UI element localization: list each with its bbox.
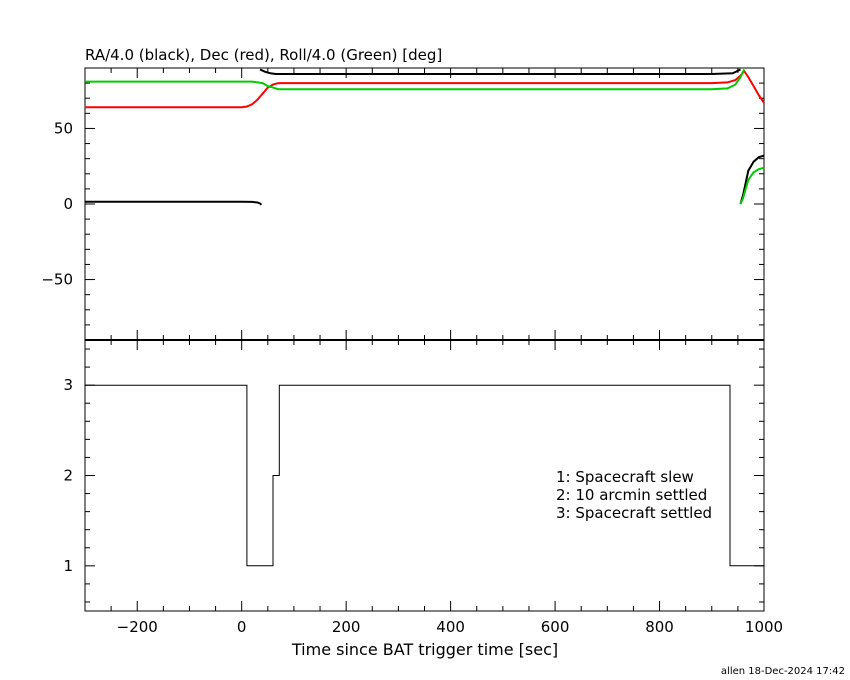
top-x-ticks xyxy=(84,68,765,340)
x-tick-label: 600 xyxy=(541,618,570,636)
series-line-roll-4-0 xyxy=(739,166,765,205)
legend-line-3: 3: Spacecraft settled xyxy=(556,504,712,522)
x-tick-label: 800 xyxy=(645,618,674,636)
bottom-y-tick-label: 3 xyxy=(63,376,73,394)
x-axis-label: Time since BAT trigger time [sec] xyxy=(291,640,558,659)
series-line-ra-4-0 xyxy=(85,200,263,206)
series-line-roll-4-0 xyxy=(85,69,746,91)
top-panel-frame xyxy=(84,67,765,341)
x-tick-label: −200 xyxy=(117,618,158,636)
x-tick-label: 1000 xyxy=(745,618,783,636)
settle-status-line xyxy=(85,384,764,567)
footer-timestamp: allen 18-Dec-2024 17:42 xyxy=(721,666,845,677)
series-line-dec xyxy=(85,69,765,109)
x-tick-label: 200 xyxy=(332,618,361,636)
top-y-tick-label: −50 xyxy=(41,271,73,289)
bottom-series-group xyxy=(85,384,764,567)
x-tick-label: 400 xyxy=(436,618,465,636)
x-tick-label: 0 xyxy=(237,618,247,636)
bottom-x-axis: −200 0 200 400 600 800 1000 xyxy=(84,340,783,636)
top-y-axis: 50 0 −50 xyxy=(41,67,764,341)
top-y-tick-label: 50 xyxy=(54,119,73,137)
legend-line-2: 2: 10 arcmin settled xyxy=(556,486,707,504)
bottom-y-tick-label: 2 xyxy=(63,467,73,485)
bottom-y-tick-label: 1 xyxy=(63,557,73,575)
top-y-tick-label: 0 xyxy=(63,195,73,213)
top-series-group xyxy=(85,68,765,206)
top-panel-title: RA/4.0 (black), Dec (red), Roll/4.0 (Gre… xyxy=(85,46,442,64)
legend-line-1: 1: Spacecraft slew xyxy=(556,468,694,486)
series-line-ra-4-0 xyxy=(259,68,741,75)
